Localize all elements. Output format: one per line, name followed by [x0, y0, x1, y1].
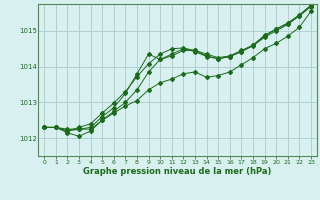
X-axis label: Graphe pression niveau de la mer (hPa): Graphe pression niveau de la mer (hPa)	[84, 167, 272, 176]
